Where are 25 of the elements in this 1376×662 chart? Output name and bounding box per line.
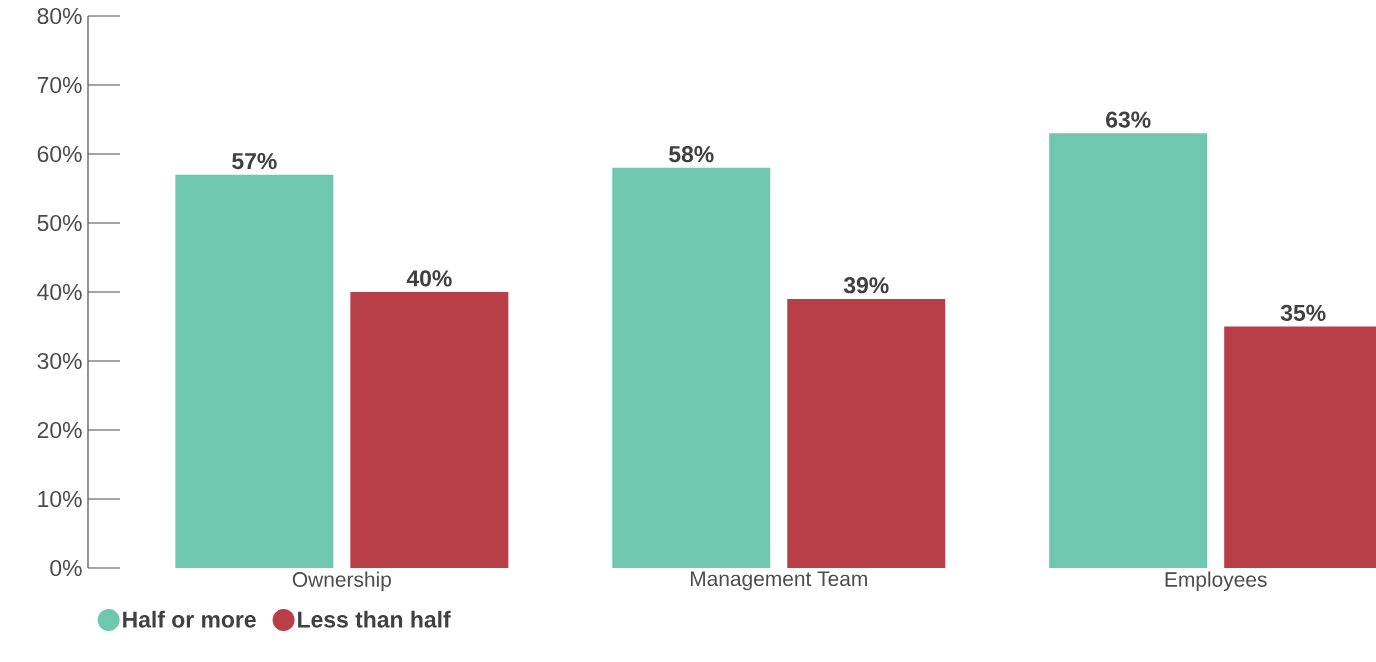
y-tick-label: 50% [37,214,82,232]
y-tick-label: 40% [37,283,82,301]
x-tick-label: Management Team [690,571,867,591]
y-tick-label: 80% [37,7,82,25]
bar [612,167,771,568]
data-label: 40% [406,270,452,287]
legend-label: Less than half [298,610,451,628]
data-label: 57% [232,153,277,170]
y-tick-label: 30% [37,352,82,370]
bar [787,298,946,568]
data-label: 35% [1280,304,1326,321]
x-tick-label: Employees [1165,571,1267,592]
y-tick-label: 70% [37,76,82,94]
y-tick-label: 60% [37,145,82,163]
data-label: 58% [669,146,714,163]
bar [350,292,509,568]
y-tick-label: 20% [37,421,82,439]
legend-label: Half or more [123,610,256,628]
x-tick-label: Ownership [292,571,391,592]
bar [1049,133,1208,568]
y-tick-label: 10% [38,490,82,508]
data-label: 39% [843,277,889,294]
bar [175,174,334,568]
data-label: 63% [1106,111,1151,128]
y-tick-label: 0% [50,559,82,577]
